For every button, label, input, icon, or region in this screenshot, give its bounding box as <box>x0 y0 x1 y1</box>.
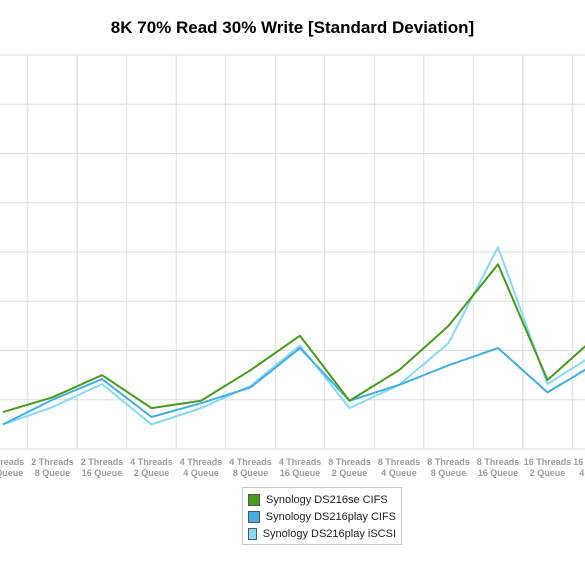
series-lines <box>2 246 585 426</box>
legend-item[interactable]: Synology DS216se CIFS <box>248 491 396 508</box>
x-tick-label: 16 Threads 2 Queue <box>524 457 572 478</box>
legend-label: Synology DS216se CIFS <box>266 493 388 506</box>
series-line-0[interactable] <box>2 263 585 414</box>
x-tick-label: 4 Threads 2 Queue <box>130 457 173 478</box>
legend-label: Synology DS216play iSCSI <box>262 527 396 540</box>
x-tick-label: 8 Threads 8 Queue <box>427 457 470 478</box>
legend-swatch-0 <box>248 493 260 506</box>
x-tick-label: 2 Threads 16 Queue <box>81 457 124 478</box>
x-tick-label: 4 Threads 8 Queue <box>229 457 272 478</box>
x-tick-label: 8 Threads 16 Queue <box>477 457 520 478</box>
legend-swatch-2 <box>248 527 257 540</box>
x-tick-label: 2 Threads 8 Queue <box>31 457 74 478</box>
series-line-1[interactable] <box>2 347 585 426</box>
legend: Synology DS216se CIFS Synology DS216play… <box>242 487 402 545</box>
x-tick-label: 8 Threads 4 Queue <box>378 457 421 478</box>
series-line-2[interactable] <box>2 246 585 426</box>
x-tick-label: 4 Threads 16 Queue <box>279 457 322 478</box>
grid <box>0 54 585 450</box>
chart-title: 8K 70% Read 30% Write [Standard Deviatio… <box>110 18 475 37</box>
x-tick-label: 8 Threads 2 Queue <box>328 457 371 478</box>
x-tick-label: 4 Threads 4 Queue <box>180 457 223 478</box>
legend-item[interactable]: Synology DS216play iSCSI <box>248 525 396 542</box>
legend-item[interactable]: Synology DS216play CIFS <box>248 508 396 525</box>
legend-label: Synology DS216play CIFS <box>265 510 396 523</box>
legend-swatch-1 <box>248 510 260 523</box>
